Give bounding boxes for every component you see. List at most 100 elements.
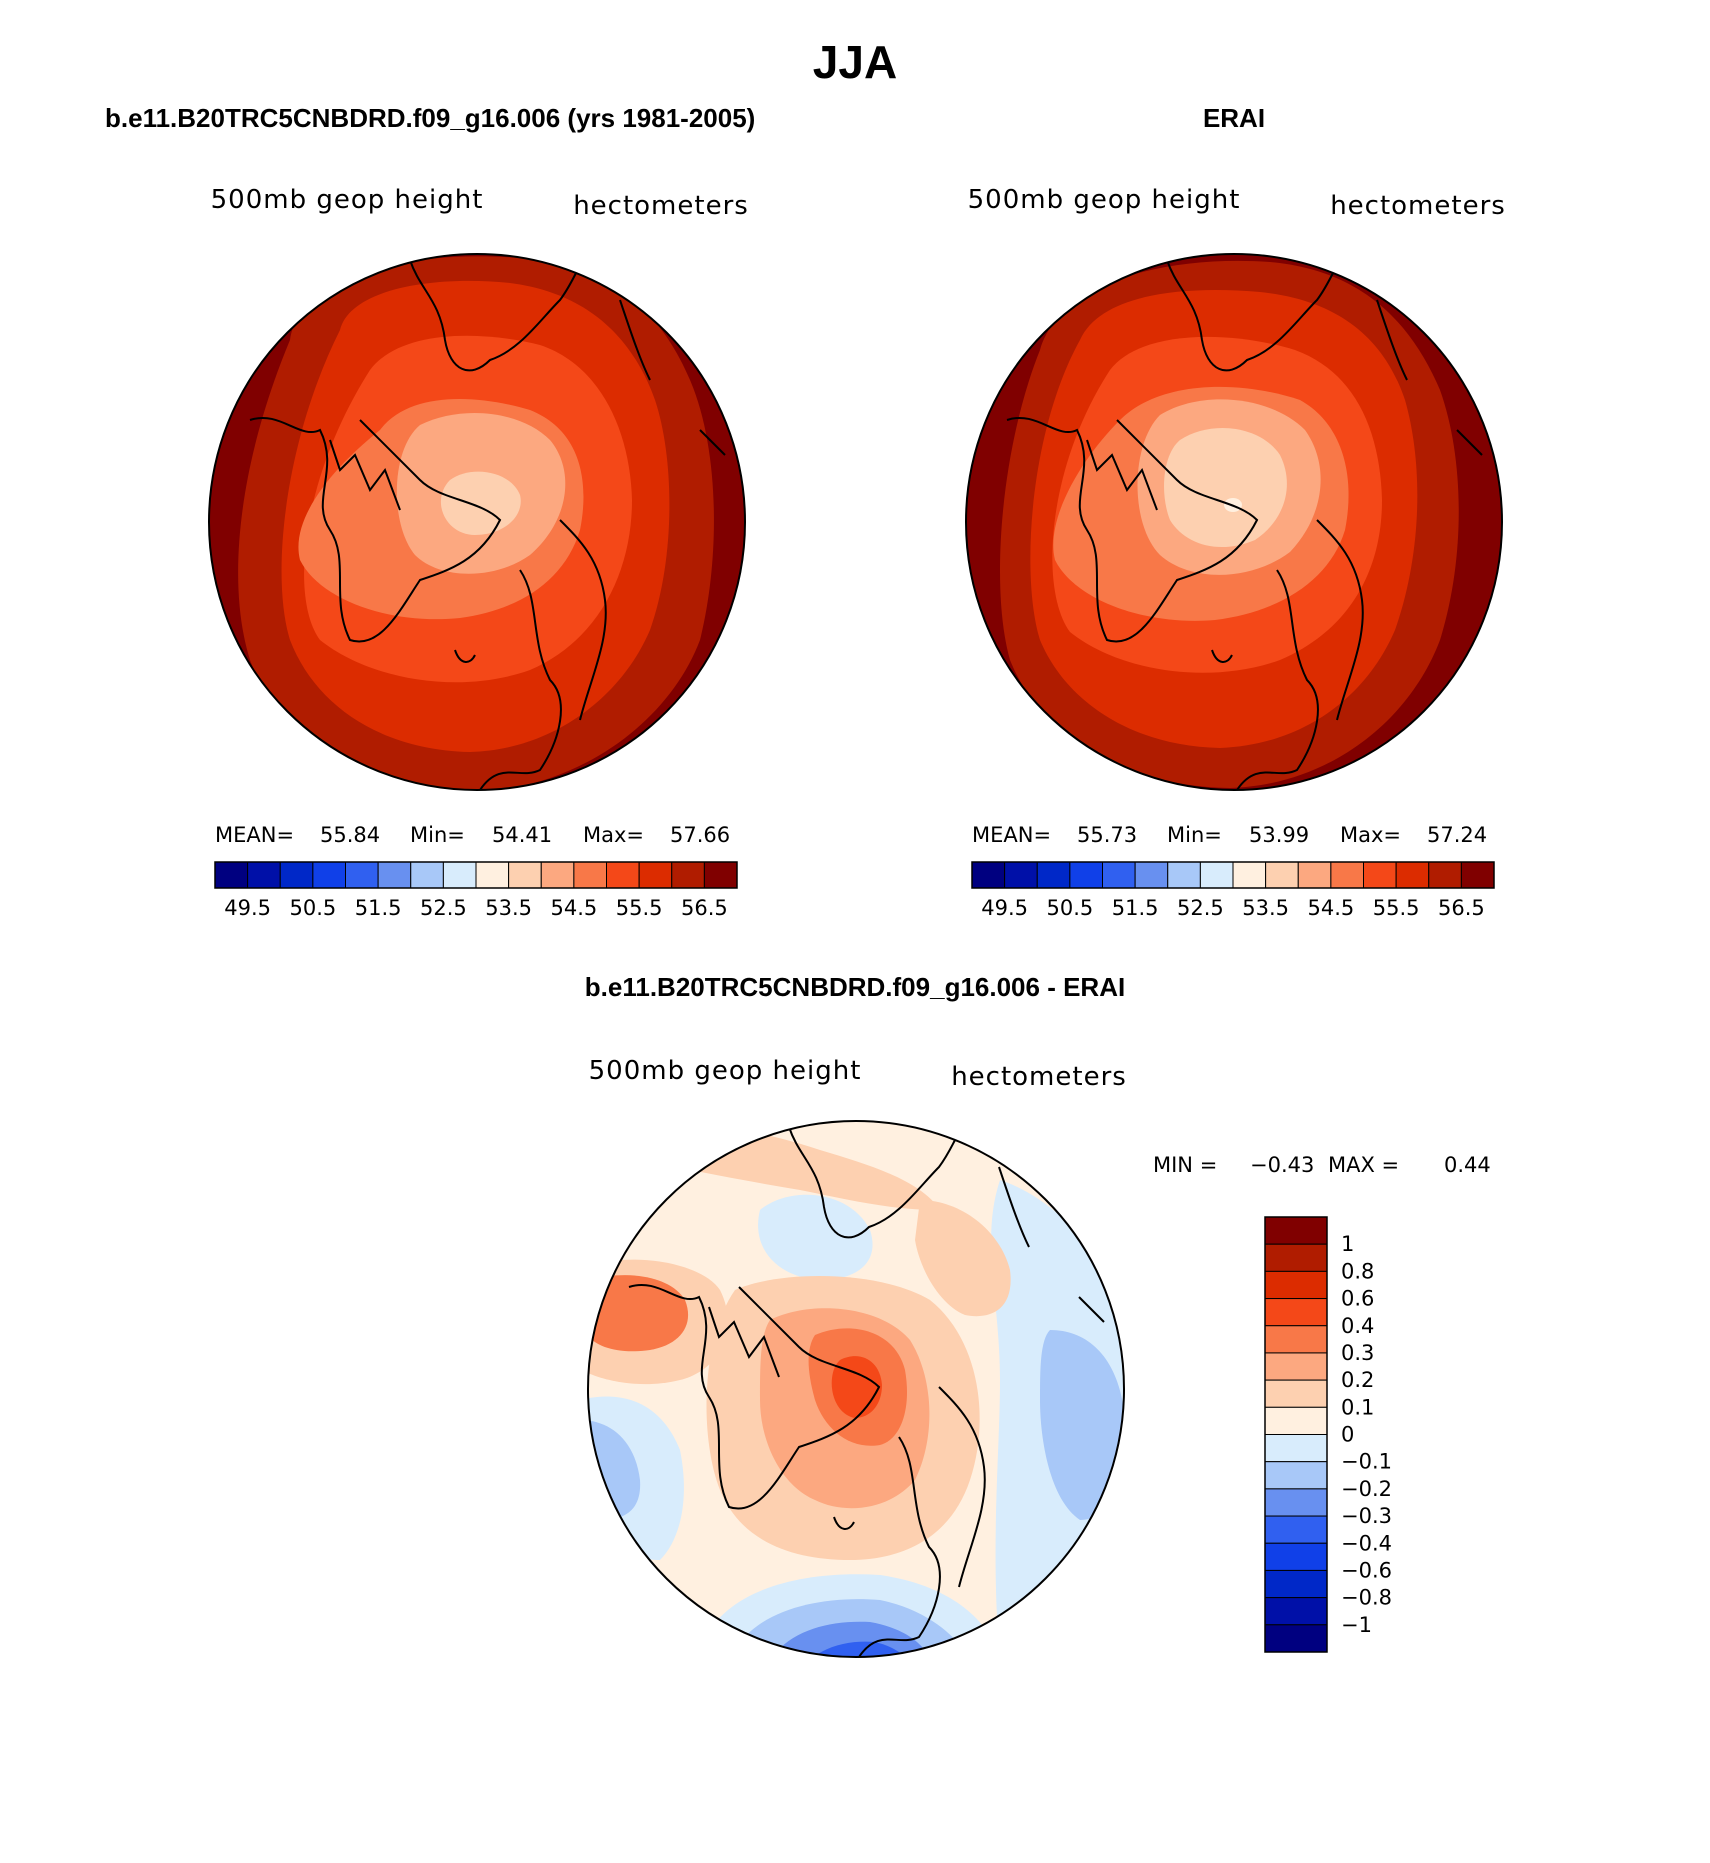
colorbar-swatch [1264, 1461, 1328, 1490]
colorbar-swatch [703, 861, 738, 889]
colorbar-swatch [606, 861, 640, 889]
colorbar-swatch [410, 861, 444, 889]
panel-model-variable-label: 500mb geop height [211, 185, 484, 215]
panel-diff: b.e11.B20TRC5CNBDRD.f09_g16.006 - ERAI 5… [585, 972, 1491, 1658]
model-min-value: 54.41 [492, 823, 552, 847]
panel-obs-stats: MEAN= 55.73 Min= 53.99 Max= 57.24 [972, 823, 1487, 847]
colorbar-swatch [1004, 861, 1038, 889]
diff-max-value: 0.44 [1444, 1153, 1491, 1177]
colorbar-tick-label: 0.3 [1341, 1341, 1374, 1365]
colorbar-tick-label: 50.5 [289, 896, 336, 920]
colorbar-tick-label: 51.5 [1112, 896, 1159, 920]
colorbar-frame [214, 861, 738, 889]
colorbar-tick-label: 55.5 [616, 896, 663, 920]
colorbar-swatch [279, 861, 314, 889]
polar-map-obs-border [965, 253, 1503, 791]
obs-max-value: 57.24 [1427, 823, 1487, 847]
colorbar-tick-label: 56.5 [681, 896, 728, 920]
polar-map-model-border [208, 253, 746, 791]
colorbar-swatch [1264, 1325, 1328, 1354]
colorbar-swatch [1264, 1352, 1328, 1381]
colorbar-tick-label: −0.1 [1341, 1450, 1392, 1474]
colorbar-swatch [1264, 1515, 1328, 1544]
colorbar-swatch [1265, 861, 1299, 889]
colorbar-swatch [1264, 1488, 1328, 1517]
model-min-label: Min= [410, 823, 465, 847]
colorbar-tick-label: 52.5 [1177, 896, 1224, 920]
colorbar-swatch [971, 861, 1006, 889]
obs-max-label: Max= [1340, 823, 1401, 847]
colorbar-tick-label: 56.5 [1438, 896, 1485, 920]
diff-max-label: MAX = [1328, 1153, 1399, 1177]
colorbar-tick-label: 52.5 [420, 896, 467, 920]
colorbar-diff: 1 0.8 0.6 0.4 0.3 0.2 0.1 0 −0.1 −0.2 −0.3 −0.4 −0.6… [1264, 1216, 1392, 1653]
diff-min-value: −0.43 [1250, 1153, 1314, 1177]
model-max-label: Max= [583, 823, 644, 847]
colorbar-swatch [1264, 1298, 1328, 1327]
panel-diff-units-label: hectometers [951, 1062, 1127, 1092]
colorbar-swatch [1167, 861, 1201, 889]
model-mean-value: 55.84 [320, 823, 380, 847]
colorbar-swatch [1264, 1243, 1328, 1272]
colorbar-tick-label: 55.5 [1373, 896, 1420, 920]
colorbar-tick-label: 0.6 [1341, 1287, 1374, 1311]
colorbar-tick-label: 53.5 [1242, 896, 1289, 920]
colorbar-swatch [442, 861, 477, 889]
colorbar-swatch [1297, 861, 1332, 889]
colorbar-swatch [1363, 861, 1397, 889]
colorbar-swatch [1199, 861, 1234, 889]
colorbar-tick-label: −0.8 [1341, 1586, 1392, 1610]
colorbar-tick-label: 0.4 [1341, 1314, 1374, 1338]
colorbar-frame [1264, 1216, 1328, 1653]
obs-min-value: 53.99 [1249, 823, 1309, 847]
polar-map-diff-border [587, 1120, 1125, 1658]
obs-mean-value: 55.73 [1077, 823, 1137, 847]
model-max-value: 57.66 [670, 823, 730, 847]
figure-title: JJA [813, 36, 897, 88]
panel-obs-units-label: hectometers [1330, 191, 1506, 221]
colorbar-tick-label: 1 [1341, 1232, 1354, 1256]
colorbar-tick-label: 0.2 [1341, 1368, 1374, 1392]
colorbar-tick-label: 0.8 [1341, 1259, 1374, 1283]
colorbar-tick-label: 50.5 [1046, 896, 1093, 920]
panel-obs: ERAI 500mb geop height hectometers [965, 103, 1506, 920]
colorbar-swatch [671, 861, 705, 889]
polar-map-obs [966, 254, 1502, 790]
panel-obs-variable-label: 500mb geop height [968, 185, 1241, 215]
colorbar-swatch [247, 861, 281, 889]
colorbar-swatch [377, 861, 412, 889]
colorbar-model: 49.5 50.5 51.5 52.5 53.5 54.5 55.5 56.5 [214, 861, 738, 920]
colorbar-swatch [1264, 1542, 1328, 1571]
colorbar-swatch [1264, 1597, 1328, 1626]
colorbar-swatch [1264, 1216, 1328, 1245]
colorbar-obs: 49.5 50.5 51.5 52.5 53.5 54.5 55.5 56.5 [971, 861, 1495, 920]
colorbar-swatch [214, 861, 249, 889]
polar-map-model [209, 254, 745, 790]
colorbar-tick-label: −0.3 [1341, 1504, 1392, 1528]
colorbar-tick-label: 54.5 [1307, 896, 1354, 920]
colorbar-tick-label: 0.1 [1341, 1395, 1374, 1419]
panel-diff-variable-label: 500mb geop height [589, 1056, 862, 1086]
panel-model: b.e11.B20TRC5CNBDRD.f09_g16.006 (yrs 198… [105, 103, 755, 920]
colorbar-swatch [1264, 1624, 1328, 1653]
colorbar-tick-label: 51.5 [355, 896, 402, 920]
colorbar-tick-label: 54.5 [550, 896, 597, 920]
colorbar-tick-label: −0.4 [1341, 1531, 1392, 1555]
model-mean-label: MEAN= [215, 823, 294, 847]
colorbar-tick-label: −0.2 [1341, 1477, 1392, 1501]
obs-min-label: Min= [1167, 823, 1222, 847]
colorbar-swatch [1232, 861, 1267, 889]
colorbar-swatch [573, 861, 607, 889]
colorbar-swatch [1460, 861, 1495, 889]
colorbar-swatch [1134, 861, 1169, 889]
colorbar-tick-label: 49.5 [224, 896, 271, 920]
colorbar-tick-label: 53.5 [485, 896, 532, 920]
colorbar-tick-label: −1 [1341, 1613, 1372, 1637]
colorbar-swatch [1264, 1406, 1328, 1435]
panel-model-stats: MEAN= 55.84 Min= 54.41 Max= 57.66 [215, 823, 730, 847]
panel-model-title: b.e11.B20TRC5CNBDRD.f09_g16.006 (yrs 198… [105, 103, 755, 133]
colorbar-tick-label: 49.5 [981, 896, 1028, 920]
colorbar-swatch [1264, 1434, 1328, 1463]
polar-map-diff [588, 1121, 1124, 1657]
